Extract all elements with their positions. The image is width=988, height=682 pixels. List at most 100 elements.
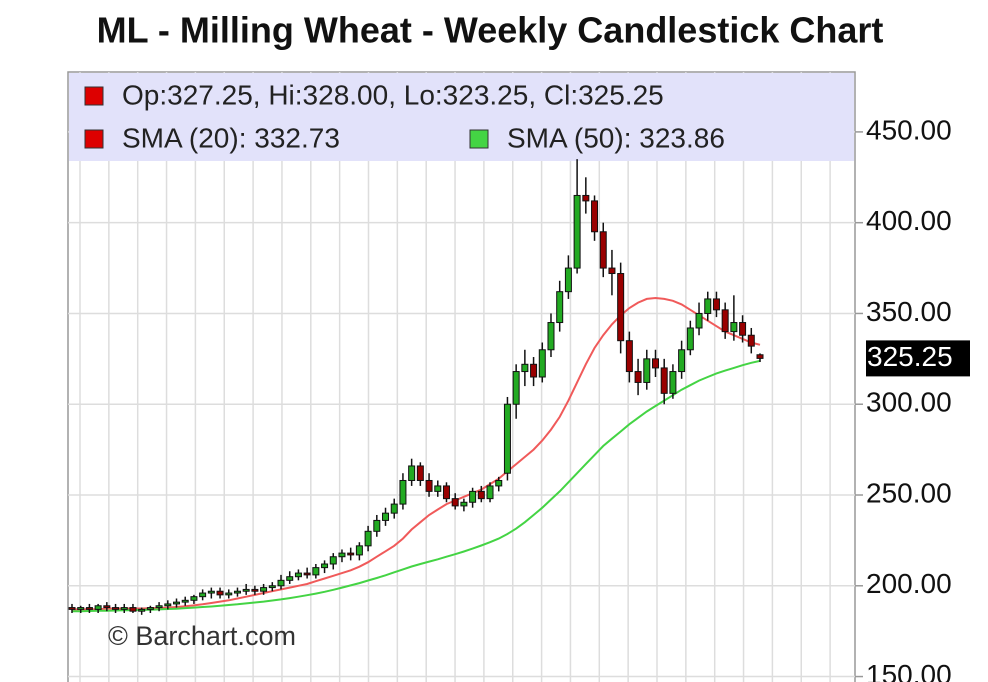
y-tick-label: 250.00 — [866, 477, 952, 508]
candle-body — [477, 490, 485, 500]
candle-body — [390, 503, 398, 514]
candle-body — [425, 479, 433, 492]
candle-body — [730, 322, 738, 333]
legend-label: SMA (50): 323.86 — [507, 122, 725, 153]
candle-body — [312, 567, 320, 576]
candle-body — [530, 363, 538, 378]
candle-body — [442, 485, 450, 500]
candle-body — [321, 563, 329, 569]
candle-body — [434, 485, 442, 492]
candle-body — [190, 596, 198, 601]
plot-area — [67, 71, 856, 682]
candle-body — [582, 194, 590, 202]
candle-body — [469, 490, 477, 503]
y-tick-label: 450.00 — [866, 114, 952, 145]
candle-body — [286, 576, 294, 581]
candle-body — [495, 479, 503, 487]
y-tick-label: 150.00 — [866, 659, 952, 682]
candle-body — [556, 291, 564, 324]
candle-body — [181, 599, 189, 603]
candle-body — [451, 498, 459, 507]
candle-body — [146, 607, 154, 610]
legend-swatch — [84, 129, 104, 149]
legend-swatch — [84, 86, 104, 106]
candle-body — [85, 607, 93, 610]
candle-body — [277, 579, 285, 587]
candle-body — [591, 200, 599, 233]
candle-body — [251, 588, 259, 592]
candle-body — [651, 358, 659, 369]
candle-body — [268, 585, 276, 589]
candle-body — [94, 605, 102, 610]
candle-body — [608, 267, 616, 275]
candle-body — [678, 349, 686, 373]
candle-body — [294, 572, 302, 578]
candle-body — [547, 322, 555, 351]
candle-body — [68, 607, 76, 610]
candle-body — [712, 298, 720, 311]
legend-swatch — [469, 129, 489, 149]
y-tick-label: 400.00 — [866, 205, 952, 236]
candle-body — [129, 607, 137, 612]
candle-body — [538, 349, 546, 378]
last-price-label: 325.25 — [867, 341, 953, 372]
candle-body — [260, 587, 268, 592]
candle-body — [173, 601, 181, 605]
candle-body — [643, 358, 651, 383]
candle-body — [164, 603, 172, 607]
candle-body — [721, 309, 729, 333]
legend-band — [69, 73, 854, 161]
candle-body — [739, 322, 747, 336]
candle-body — [382, 512, 390, 521]
chart-title: ML - Milling Wheat - Weekly Candlestick … — [97, 10, 884, 51]
y-tick-label: 200.00 — [866, 568, 952, 599]
candle-body — [634, 371, 642, 383]
candle-body — [660, 367, 668, 394]
watermark: © Barchart.com — [108, 621, 296, 651]
candle-body — [460, 501, 468, 507]
candle-body — [355, 545, 363, 556]
candle-body — [573, 194, 581, 269]
candle-body — [747, 334, 755, 347]
candle-body — [225, 592, 233, 596]
candle-body — [373, 519, 381, 532]
candle-body — [408, 465, 416, 481]
candle-body — [521, 363, 529, 373]
candle-body — [617, 273, 625, 342]
candle-body — [112, 607, 120, 610]
candle-body — [599, 231, 607, 269]
legend-label: SMA (20): 332.73 — [122, 122, 340, 153]
candle-body — [77, 607, 85, 610]
candle-body — [756, 354, 764, 359]
candle-body — [364, 530, 372, 547]
y-tick-label: 350.00 — [866, 296, 952, 327]
candle-body — [216, 590, 224, 596]
candle-body — [242, 588, 250, 592]
candle-body — [695, 312, 703, 329]
y-tick-label: 300.00 — [866, 387, 952, 418]
candle-body — [120, 607, 128, 610]
candle-body — [138, 608, 146, 612]
candle-body — [347, 552, 355, 556]
candle-body — [704, 298, 712, 314]
candle-body — [625, 340, 633, 373]
candle-body — [338, 552, 346, 558]
candle-body — [564, 267, 572, 293]
candle-body — [199, 592, 207, 598]
candle-body — [233, 590, 241, 594]
candle-body — [486, 485, 494, 500]
candle-body — [103, 605, 111, 609]
candle-body — [503, 403, 511, 474]
candle-body — [399, 479, 407, 505]
candle-body — [155, 605, 163, 609]
sma-line — [72, 359, 761, 613]
legend-ohlc: Op:327.25, Hi:328.00, Lo:323.25, Cl:325.… — [122, 79, 664, 110]
candle-body — [303, 572, 311, 576]
candle-body — [207, 590, 215, 594]
candle-body — [669, 371, 677, 394]
candle-body — [686, 327, 694, 351]
candle-body — [416, 465, 424, 481]
last-price-tag — [866, 340, 970, 377]
